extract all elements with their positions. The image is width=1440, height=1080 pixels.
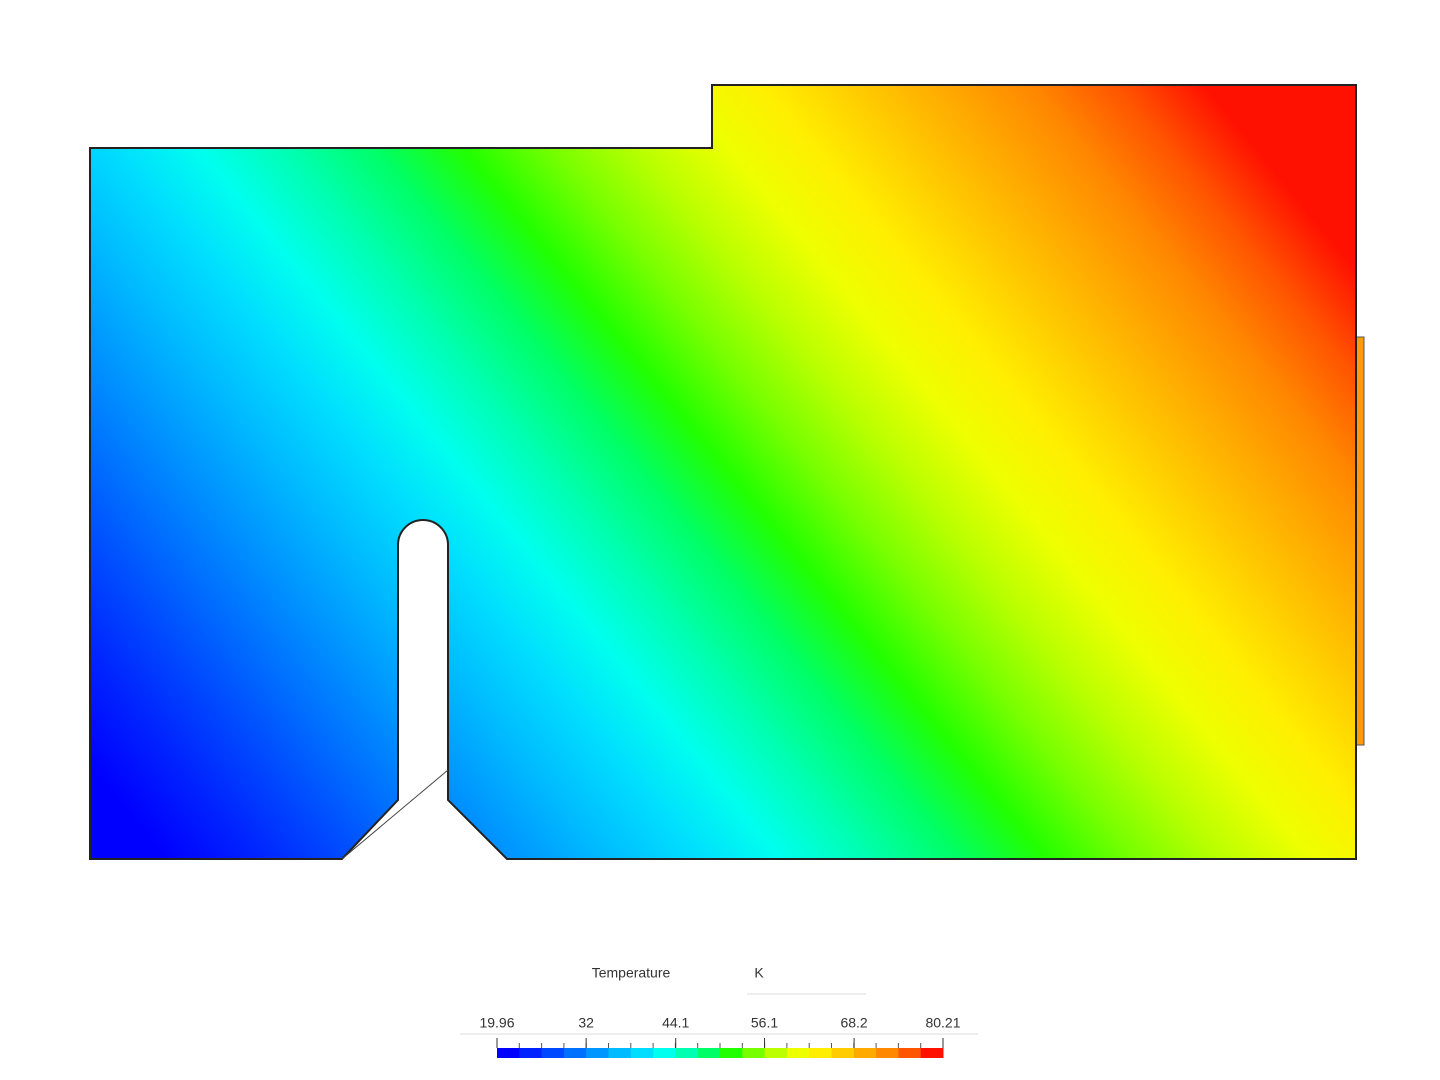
tick-label: 68.2 [840, 1015, 867, 1031]
contour-field [90, 85, 1356, 859]
colorbar-segment [786, 1048, 810, 1058]
colorbar-segment [586, 1048, 609, 1058]
colorbar-segment [519, 1048, 543, 1058]
colorbar-segment [831, 1048, 855, 1058]
field-fill [90, 85, 1356, 859]
geometry-edge [341, 769, 449, 860]
tick-label: 56.1 [751, 1015, 778, 1031]
colorbar-segment [697, 1048, 721, 1058]
colorbar-segment [720, 1048, 743, 1058]
side-strip [1355, 336, 1365, 746]
tick-label: 44.1 [662, 1015, 689, 1031]
legend: Temperature K 19.96 32 44.1 56.1 68.2 80.21 [460, 965, 978, 1058]
colorbar-segment [898, 1048, 922, 1058]
legend-unit: K [754, 965, 764, 981]
colorbar-segment [541, 1048, 565, 1058]
colorbar-segment [764, 1048, 788, 1058]
colorbar-segment [563, 1048, 587, 1058]
colorbar-segment [653, 1048, 676, 1058]
colorbar-segment [809, 1048, 832, 1058]
colorbar-segment [630, 1048, 654, 1058]
tick-label: 80.21 [925, 1015, 960, 1031]
colorbar-segment [742, 1048, 766, 1058]
colorbar-segment [497, 1048, 520, 1058]
colorbar-segment [920, 1048, 944, 1058]
colorbar-segment [876, 1048, 899, 1058]
colorbar-segment [675, 1048, 699, 1058]
tick-label: 32 [578, 1015, 594, 1031]
tick-label: 19.96 [479, 1015, 514, 1031]
legend-title: Temperature [592, 965, 671, 981]
colorbar-segment [608, 1048, 632, 1058]
geometry-outline [89, 84, 1357, 860]
colorbar-segment [853, 1048, 877, 1058]
